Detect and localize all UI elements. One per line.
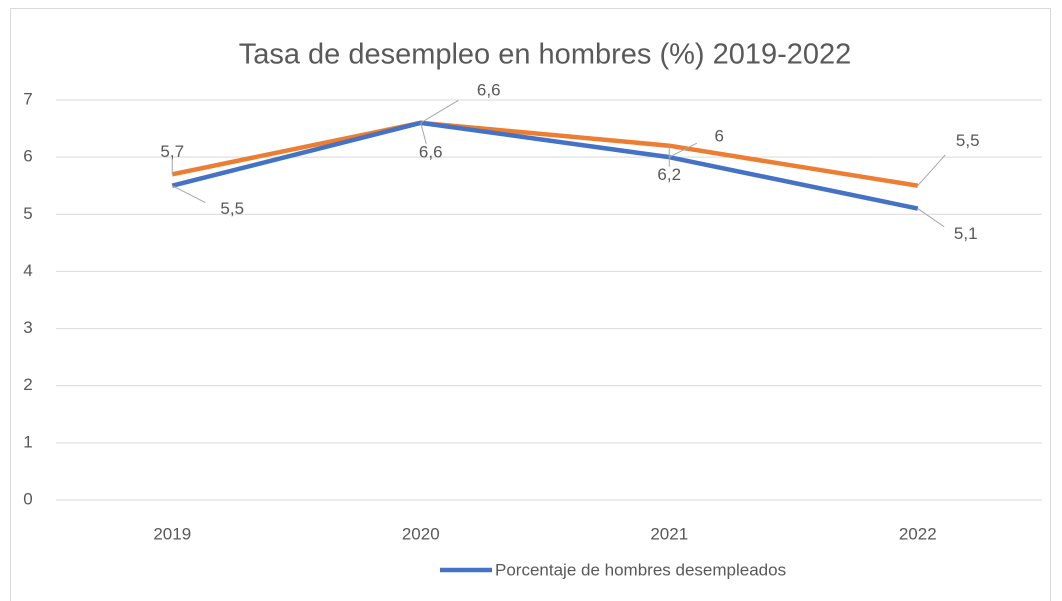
data-label: 6 — [715, 127, 724, 146]
leader-line — [917, 208, 945, 228]
line-series — [171, 120, 919, 211]
y-tick-label: 3 — [23, 318, 32, 337]
data-label: 6,6 — [477, 80, 501, 99]
leader-line — [669, 142, 697, 158]
y-tick-label: 6 — [23, 147, 32, 166]
data-label: 5,7 — [160, 142, 184, 161]
leader-line — [420, 100, 459, 124]
x-tick-label: 2019 — [153, 524, 191, 543]
data-label: 5,5 — [220, 199, 244, 218]
y-tick-label: 4 — [23, 261, 32, 280]
y-tick-label: 7 — [23, 89, 32, 108]
line-series — [171, 120, 919, 188]
data-label: 5,5 — [956, 131, 980, 150]
legend-label: Porcentaje de hombres desempleados — [495, 560, 786, 579]
x-tick-label: 2020 — [402, 524, 440, 543]
leader-line — [420, 122, 427, 144]
data-label: 6,2 — [657, 165, 681, 184]
leader-line — [172, 185, 206, 203]
data-label: 6,6 — [419, 142, 443, 161]
leader-line — [917, 154, 946, 187]
y-tick-label: 2 — [23, 375, 32, 394]
y-tick-label: 0 — [23, 489, 32, 508]
chart-title: Tasa de desempleo en hombres (%) 2019-20… — [239, 39, 852, 71]
data-label: 5,1 — [954, 224, 978, 243]
y-tick-label: 5 — [23, 204, 32, 223]
chart-frame — [10, 8, 1051, 601]
x-tick-label: 2021 — [650, 524, 688, 543]
y-tick-label: 1 — [23, 432, 32, 451]
x-tick-label: 2022 — [899, 524, 937, 543]
